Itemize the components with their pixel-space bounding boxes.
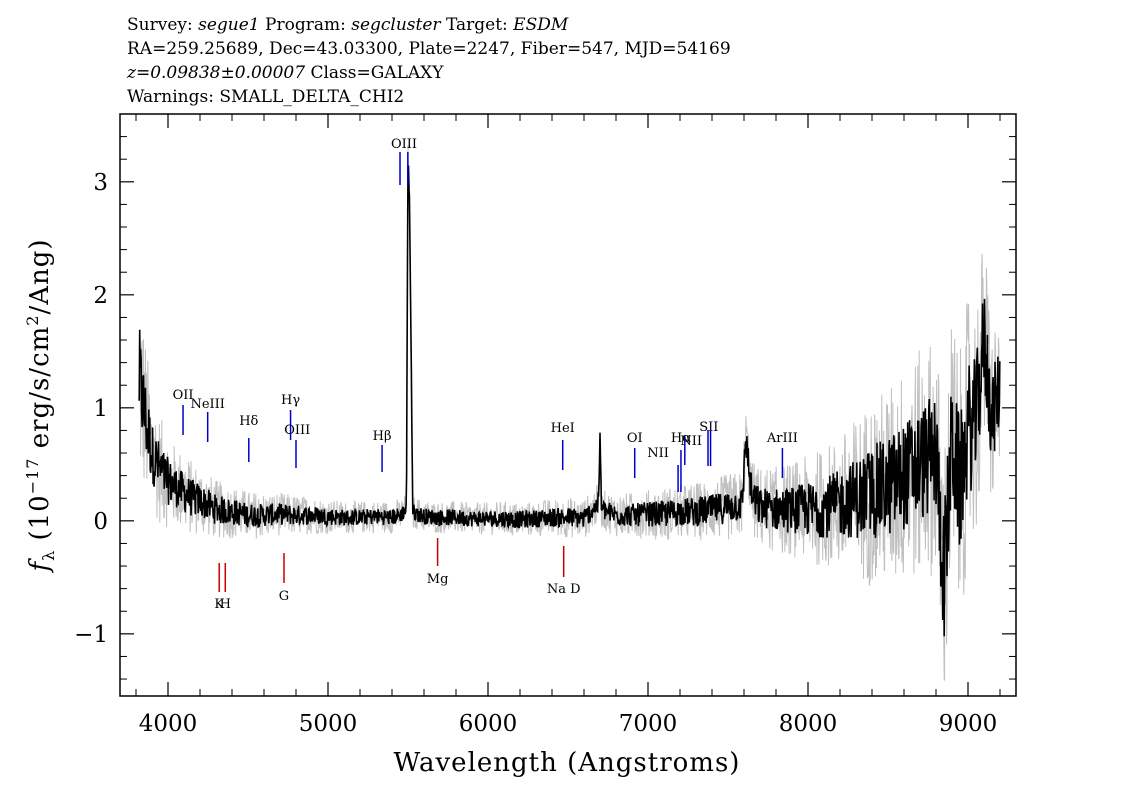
x-tick-label: 6000	[459, 711, 518, 737]
y-tick-label: −1	[74, 622, 108, 648]
header-redshift-line: z=0.09838±0.00007 Class=GALAXY	[126, 63, 444, 83]
x-tick-label: 7000	[619, 711, 678, 737]
emission-line-label: HeI	[551, 421, 575, 436]
emission-line-label: ArIII	[766, 431, 798, 446]
emission-line-label: SII	[699, 420, 718, 435]
y-tick-label: 0	[93, 509, 108, 535]
emission-line-label: NII	[680, 434, 702, 449]
emission-line-label: Hβ	[373, 429, 392, 444]
x-axis-label: Wavelength (Angstroms)	[394, 748, 741, 778]
emission-line-label: NII	[647, 446, 669, 461]
series-group	[138, 145, 1001, 681]
y-tick-label: 1	[93, 396, 108, 422]
emission-line-label: OIII	[391, 137, 417, 152]
header-warnings: Warnings: SMALL_DELTA_CHI2	[127, 87, 404, 107]
error-spectrum-line	[138, 145, 1001, 681]
axis-ticks: 4000 5000 6000 7000 8000 9000 −1 0 1 2 3	[74, 114, 1016, 737]
emission-line-label: OII	[173, 388, 194, 403]
absorption-line-label: G	[279, 589, 289, 604]
y-tick-label: 2	[93, 283, 108, 309]
absorption-line-label: Mg	[427, 572, 449, 587]
flux-spectrum-line	[138, 164, 1001, 637]
y-axis-label: fλ (10−17 erg/s/cm2/Ang)	[23, 238, 58, 573]
emission-line-label: Hα	[671, 431, 691, 446]
emission-line-label: OI	[627, 431, 643, 446]
x-tick-label: 8000	[779, 711, 838, 737]
x-tick-label: 4000	[139, 711, 198, 737]
header-coords: RA=259.25689, Dec=43.03300, Plate=2247, …	[127, 39, 731, 59]
x-tick-label: 9000	[939, 711, 998, 737]
header-line-1: Survey: segue1 Program: segcluster Targe…	[127, 15, 569, 35]
absorption-line-label: Na D	[547, 582, 581, 597]
emission-line-label: Hδ	[239, 414, 258, 429]
emission-line-label: NeIII	[190, 397, 224, 412]
absorption-line-label: H	[220, 597, 231, 612]
absorption-line-label: K	[214, 597, 224, 612]
x-tick-label: 5000	[299, 711, 358, 737]
emission-line-label: Hγ	[281, 393, 300, 408]
emission-line-label: OIII	[284, 423, 310, 438]
plot-frame	[119, 113, 1017, 697]
y-tick-label: 3	[93, 170, 108, 196]
